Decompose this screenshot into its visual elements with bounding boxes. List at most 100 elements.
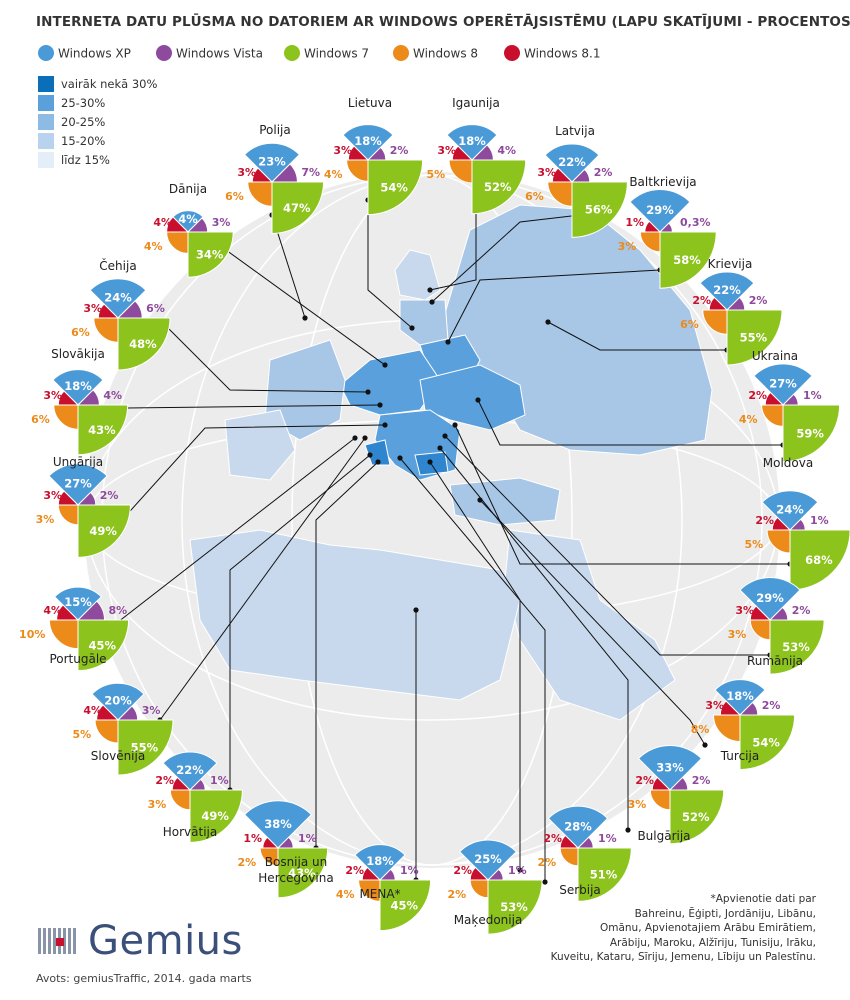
pie-label-win81: 2%: [453, 864, 472, 877]
pie-Turcija: 18% 2% 54% 8% 3% Turcija: [691, 679, 796, 771]
connector-line: [121, 404, 381, 409]
connector-line: [454, 424, 790, 565]
pie-label-xp: 20%: [104, 694, 132, 708]
pie-label-win8: 3%: [618, 240, 637, 253]
pie-Rumānija: 29%2%53%3%3%Rumānija: [728, 577, 825, 675]
pie-slice-win7: [77, 504, 131, 558]
connector-dot: [542, 879, 548, 885]
pie-label-xp: 24%: [104, 290, 132, 304]
north-africa-region: [189, 529, 521, 701]
pie-label-win7: 43%: [288, 866, 316, 880]
pie-slice-win7: [487, 879, 543, 935]
map-legend-label: līdz 15%: [61, 153, 110, 167]
map-legend-label: vairāk nekā 30%: [61, 77, 157, 91]
connector-dot: [367, 452, 373, 458]
pie-slice-win81: [551, 167, 574, 183]
pie-label-xp: 25%: [474, 852, 502, 866]
pie-Serbija: 28% 1% 51% 2% 2% Serbija: [538, 805, 632, 902]
pie-slice-win8: [702, 309, 728, 335]
connector-dot: [452, 422, 458, 428]
connector-line: [161, 321, 369, 393]
pie-slice-xp: [354, 844, 406, 881]
pie-slice-win8: [761, 404, 784, 427]
footnote-line: Arābiju, Maroku, Alžīriju, Tunisiju, Irā…: [609, 936, 816, 949]
pie-slice-win8: [559, 847, 579, 867]
pie-label-win81: 3%: [437, 144, 456, 157]
pie-label-xp: 18%: [366, 854, 394, 868]
pie-slice-win7: [187, 231, 234, 278]
pie-label-win81: 3%: [43, 489, 62, 502]
country-name: Krievija: [708, 257, 753, 271]
pie-slice-win81: [57, 390, 80, 406]
pie-slice-win7: [77, 619, 130, 672]
pie-label-win7: 53%: [782, 640, 810, 654]
connector-dot: [413, 607, 419, 613]
pie-Bosnija un Hercegovina: 38%1%43%2%1%Bosnija unHercegovina: [238, 800, 334, 899]
pie-label-xp: 29%: [756, 591, 784, 605]
pie-label-win81: 4%: [43, 604, 62, 617]
pie-slice-xp: [446, 124, 498, 161]
pie-label-win7: 68%: [805, 553, 833, 567]
connector-dot: [397, 455, 403, 461]
connector-dot: [545, 319, 551, 325]
pie-label-vista: 3%: [212, 216, 231, 229]
pie-Baltkrievija: 29% 0,3% 58% 3% 1% Baltkrievija: [618, 175, 717, 289]
pie-slice-win8: [94, 719, 119, 744]
pie-slice-win81: [644, 220, 662, 233]
pie-slice-win7: [726, 309, 783, 366]
pie-label-win81: 3%: [43, 389, 62, 402]
pie-label-vista: 6%: [146, 302, 165, 315]
pie-slice-xp: [547, 805, 609, 849]
connector-line: [429, 461, 521, 870]
pie-label-win81: 3%: [735, 604, 754, 617]
country-name: Baltkrievija: [629, 175, 696, 189]
legend-swatch-3: [393, 45, 409, 61]
country-name: Bosnija un: [265, 855, 327, 869]
pie-slice-win81: [559, 834, 580, 849]
pie-label-win81: 2%: [155, 774, 174, 787]
os-legend: Windows XP Windows Vista Windows 7 Windows …: [38, 45, 600, 61]
pie-Slovēnija: 20% 3% 55% 5% 4% Slovēnija: [72, 682, 174, 776]
pie-label-xp: 18%: [458, 134, 486, 148]
pie-Bulgārija: 33%2%52%3%2%Bulgārija: [628, 745, 725, 845]
pie-slice-xp: [637, 745, 703, 791]
pie-slice-xp: [714, 679, 766, 716]
pie-slice-win7: [669, 789, 725, 845]
pie-slice-win81: [451, 145, 474, 161]
pie-slice-win7: [769, 619, 825, 675]
connector-dot: [475, 397, 481, 403]
pie-label-win8: 5%: [72, 728, 91, 741]
pie-slice-win7: [277, 847, 329, 899]
pie-slice-win7: [782, 404, 841, 463]
pie-slice-win7: [471, 159, 527, 215]
country-name: Portugāle: [49, 652, 106, 666]
country-name: MENA*: [359, 887, 400, 901]
legend-swatch-1: [156, 45, 172, 61]
pie-slice-win8: [57, 504, 79, 526]
pie-Portugāle: 15% 8% 45% 10% 4% Portugāle: [19, 586, 130, 672]
pie-slice-win81: [708, 296, 729, 311]
pie-label-vista: 2%: [762, 699, 781, 712]
pie-label-win8: 3%: [628, 798, 647, 811]
connector-line: [477, 399, 783, 446]
pie-label-win8: 2%: [538, 856, 557, 869]
connector-dot: [625, 827, 631, 833]
footnote-line: Omānu, Apvienotajiem Arābu Emirātiem,: [599, 922, 816, 935]
pie-Igaunija: 18% 4% 52% 5% 3% Igaunija: [426, 96, 527, 215]
pie-label-win8: 4%: [144, 240, 163, 253]
country-name: Lietuva: [348, 96, 392, 110]
country-name: Horvātija: [163, 825, 217, 839]
connector-dot: [362, 435, 368, 441]
pie-slice-win7: [379, 879, 432, 932]
connector-dot: [375, 459, 381, 465]
connector-line: [431, 214, 581, 303]
country-name: Igaunija: [452, 96, 500, 110]
pie-label-win81: 4%: [153, 216, 172, 229]
pie-Polija: 23% 7% 47% 6% 3% Polija: [225, 123, 325, 235]
pie-slice-xp: [52, 369, 104, 406]
map-legend-swatch-1: [38, 95, 54, 111]
chart-title: INTERNETA DATU PLŪSMA NO DATORIEM AR WIN…: [36, 14, 850, 30]
pie-label-vista: 0,3%: [680, 216, 711, 229]
pie-label-vista: 4%: [103, 389, 122, 402]
